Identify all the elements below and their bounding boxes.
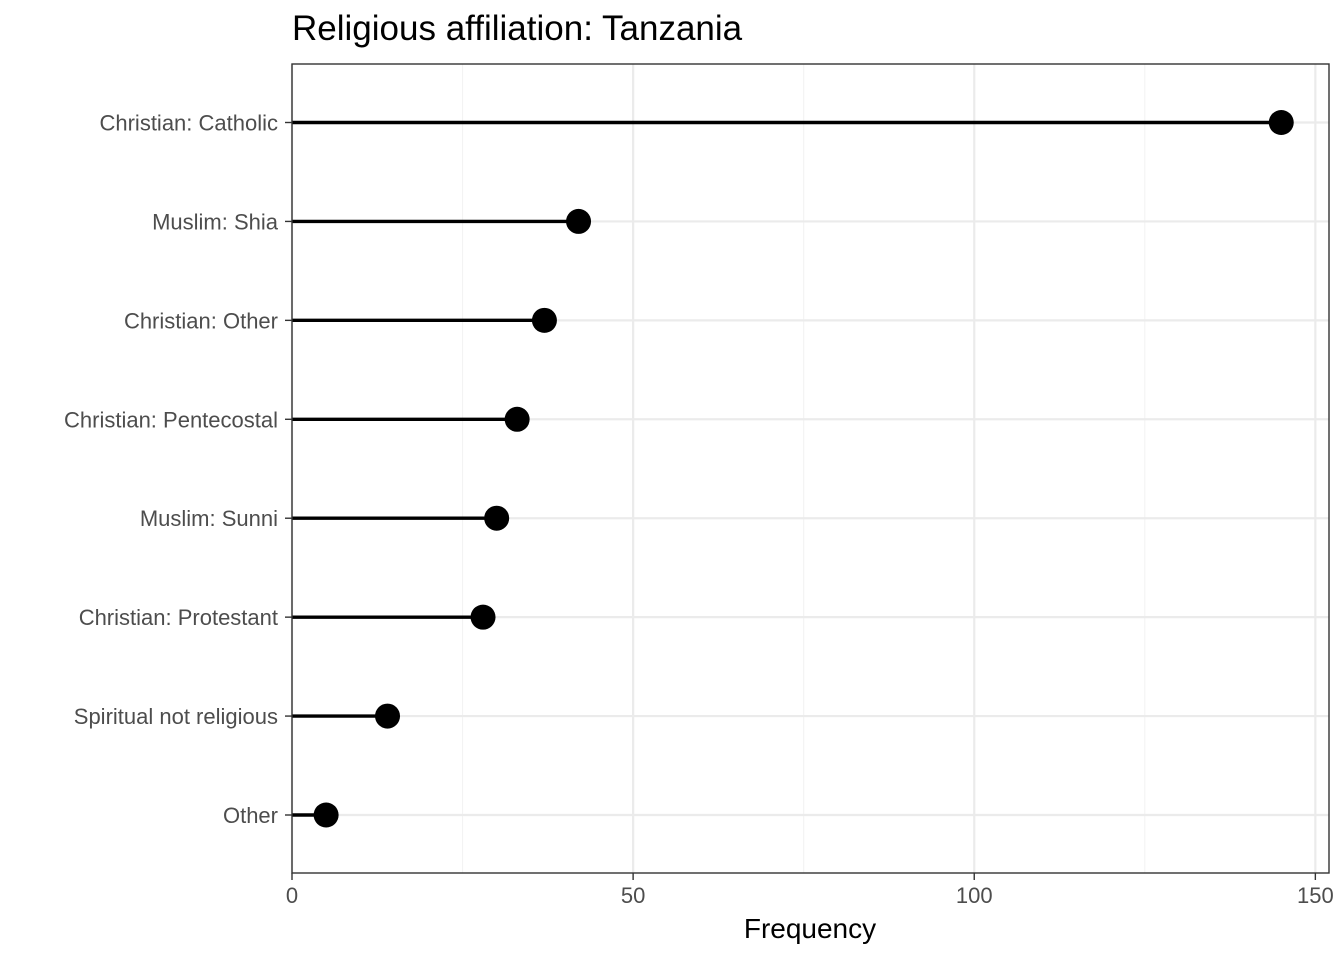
x-axis: 0 50 100 150 (286, 873, 1334, 908)
x-tick-label: 0 (286, 883, 298, 908)
x-tick-label: 100 (956, 883, 993, 908)
lollipop-stems (292, 120, 1282, 817)
plot-panel-border (291, 63, 1330, 874)
lollipop-point (484, 505, 510, 531)
lollipop-point (313, 802, 339, 828)
major-grid-lines (290, 64, 1329, 873)
y-tick-label: Muslim: Sunni (140, 506, 278, 531)
y-tick-label: Christian: Catholic (99, 111, 278, 136)
lollipop-point (504, 406, 530, 432)
y-tick-label: Christian: Other (124, 308, 278, 333)
lollipop-points (313, 110, 1294, 828)
y-tick-label: Spiritual not religious (74, 704, 278, 729)
x-axis-title: Frequency (744, 913, 876, 944)
lollipop-point (566, 208, 592, 234)
lollipop-point (470, 604, 496, 630)
chart-title: Religious affiliation: Tanzania (292, 9, 743, 48)
y-axis: Christian: Catholic Muslim: Shia Christian… (64, 111, 292, 828)
y-tick-label: Christian: Protestant (79, 605, 278, 630)
lollipop-point (531, 307, 557, 333)
y-tick-label: Christian: Pentecostal (64, 407, 278, 432)
y-tick-label: Other (223, 803, 278, 828)
minor-grid-lines (462, 64, 1146, 873)
y-tick-label: Muslim: Shia (152, 209, 279, 234)
x-tick-label: 50 (621, 883, 645, 908)
lollipop-point (1268, 110, 1294, 135)
x-tick-label: 150 (1297, 883, 1334, 908)
lollipop-point (375, 703, 401, 729)
